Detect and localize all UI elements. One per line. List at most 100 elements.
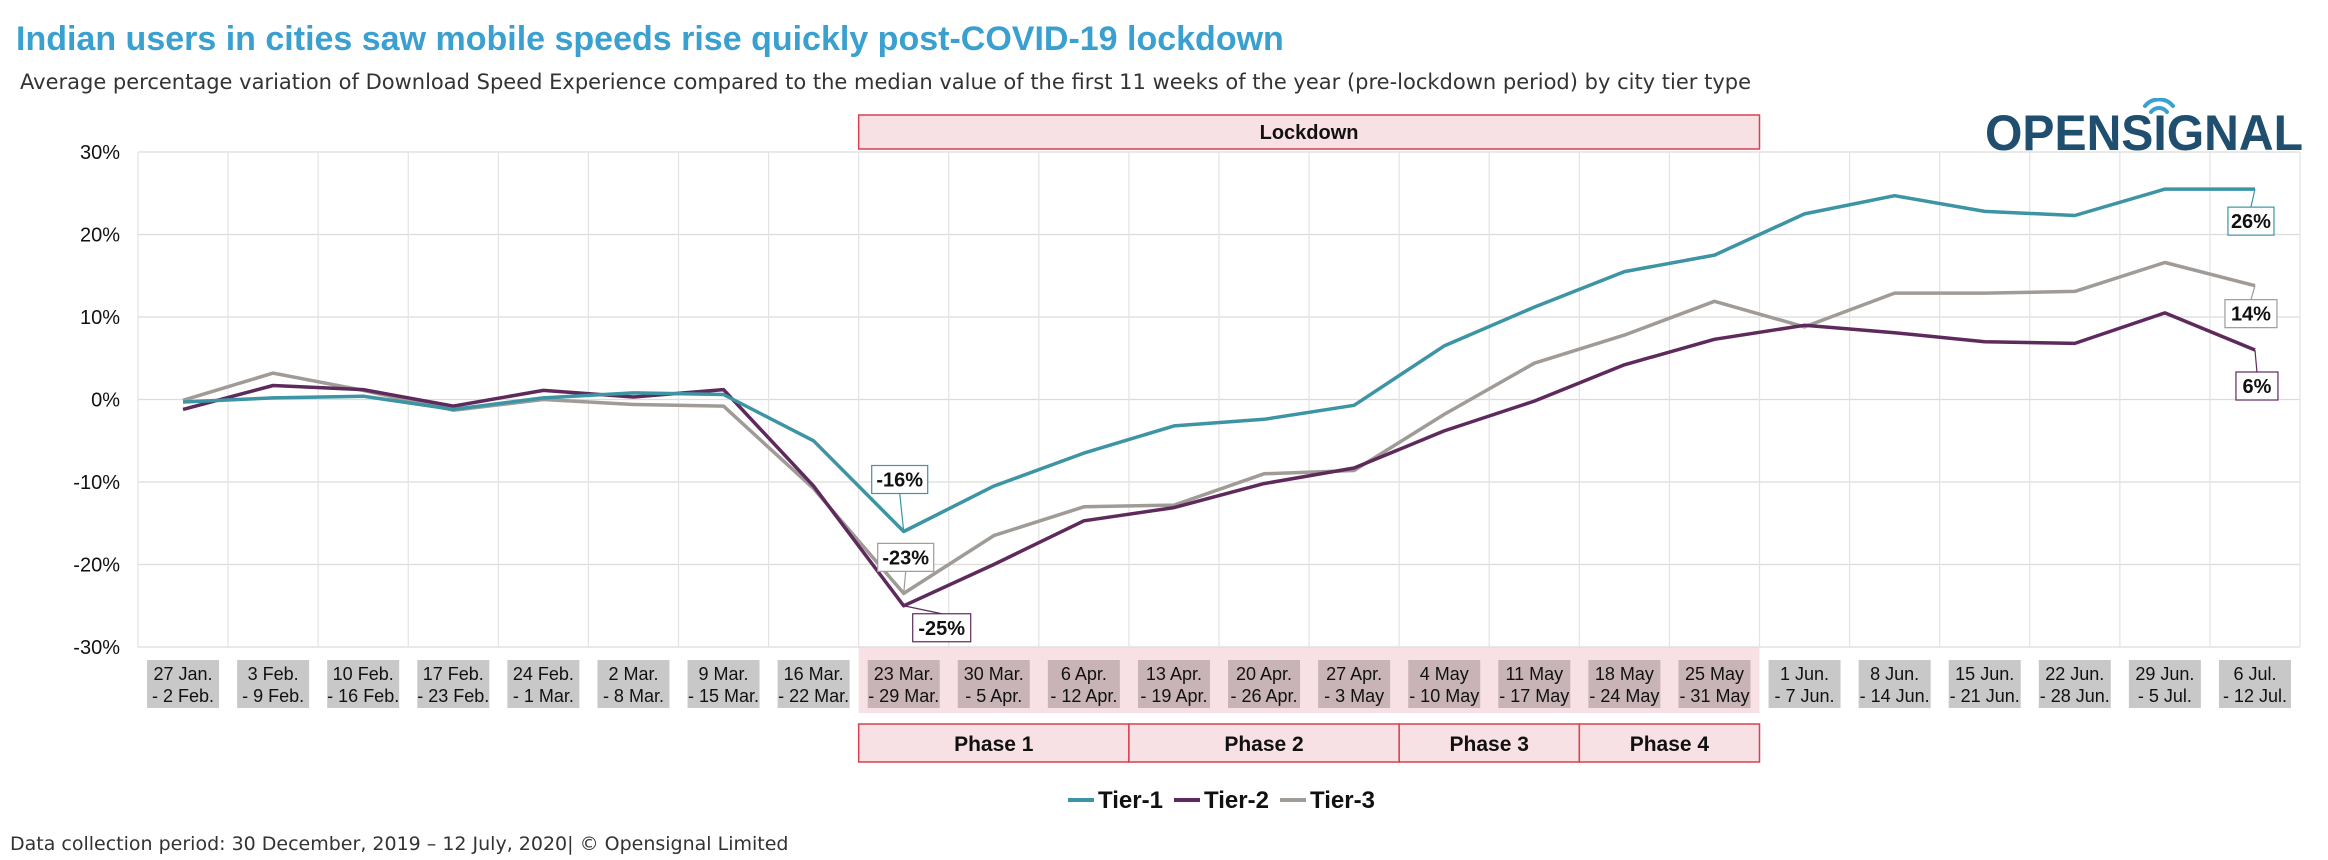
y-tick-label: -20%	[73, 555, 120, 577]
x-tick-label-line1: 17 Feb.	[423, 664, 484, 684]
x-tick-label-bg	[1768, 660, 1841, 708]
x-tick-label-line1: 15 Jun.	[1955, 664, 2014, 684]
phase-boxes: Phase 1 Phase 2 Phase 3 Phase 4	[857, 723, 1761, 763]
x-tick-label-line1: 20 Apr.	[1236, 664, 1292, 684]
phase-label: Phase 4	[1630, 733, 1710, 756]
x-tick-label-line1: 27 Jan.	[154, 664, 213, 684]
x-tick-label-line1: 9 Mar.	[699, 664, 749, 684]
x-tick-label-line1: 30 Mar.	[964, 664, 1024, 684]
phase-label: Phase 2	[1224, 733, 1303, 756]
x-tick-label-bg	[1858, 660, 1931, 708]
x-tick-label-line2: - 9 Feb.	[242, 686, 304, 706]
x-tick-label-line2: - 3 May	[1324, 686, 1384, 706]
x-tick-label-line1: 6 Apr.	[1061, 664, 1107, 684]
x-tick-label-bg	[867, 660, 940, 708]
callout-box	[877, 542, 935, 572]
series-line-tier-2	[182, 311, 2256, 608]
x-tick-label-bg	[1137, 660, 1210, 708]
x-tick-label-line1: 25 May	[1685, 664, 1744, 684]
chart-subtitle: Average percentage variation of Download…	[20, 70, 1751, 94]
callout-pointer	[2250, 285, 2256, 300]
data-label: -25%	[918, 618, 965, 640]
x-tick-label-line2: - 23 Feb.	[417, 686, 489, 706]
x-tick-label-bg	[1047, 660, 1120, 708]
x-tick-label-line2: - 12 Jul.	[2223, 686, 2287, 706]
x-tick-label-line1: 3 Feb.	[248, 664, 299, 684]
chart-legend: Tier-1 Tier-2 Tier-3	[1068, 787, 1375, 814]
footer-note: Data collection period: 30 December, 201…	[10, 833, 789, 855]
x-tick-label-bg	[777, 660, 850, 708]
x-tick-label-line1: 29 Jun.	[2135, 664, 2194, 684]
x-tick-label-line1: 8 Jun.	[1870, 664, 1919, 684]
y-tick-label: 0%	[91, 390, 120, 412]
x-tick-label-line2: - 24 May	[1589, 686, 1659, 706]
x-tick-label-bg	[1588, 660, 1661, 708]
x-tick-label-line1: 4 May	[1420, 664, 1469, 684]
opensignal-logo-text: OPENSIGNAL	[1985, 105, 2303, 156]
x-tick-label-line2: - 8 Mar.	[603, 686, 664, 706]
x-tick-label-bg	[1498, 660, 1571, 708]
x-tick-label-line2: - 7 Jun.	[1775, 686, 1835, 706]
x-tick-label-line2: - 12 Apr.	[1050, 686, 1117, 706]
x-tick-label-line1: 13 Apr.	[1146, 664, 1202, 684]
x-tick-label-line2: - 16 Feb.	[327, 686, 399, 706]
x-tick-label-bg	[1408, 660, 1481, 708]
x-tick-label-line2: - 5 Apr.	[965, 686, 1022, 706]
x-tick-label-line1: 27 Apr.	[1326, 664, 1382, 684]
x-tick-label-bg	[147, 660, 220, 708]
lockdown-banner: Lockdown	[857, 114, 1761, 150]
callout-pointer	[2254, 349, 2258, 373]
x-tick-label-bg	[2218, 660, 2291, 708]
callout-pointer	[899, 493, 905, 532]
x-tick-label-bg	[1318, 660, 1391, 708]
y-axis-tick-labels: -30% -20% -10% 0% 10% 20% 30%	[73, 142, 120, 659]
data-label: 26%	[2231, 211, 2271, 233]
x-tick-label-bg	[687, 660, 760, 708]
x-tick-label-bg	[507, 660, 580, 708]
callout-box	[2224, 299, 2278, 329]
y-tick-label: -10%	[73, 472, 120, 494]
lockdown-banner-box	[857, 114, 1761, 150]
callout-box	[2235, 371, 2279, 401]
x-tick-label-bg	[597, 660, 670, 708]
x-tick-label-line1: 24 Feb.	[513, 664, 574, 684]
x-tick-label-bg	[327, 660, 400, 708]
x-tick-label-line2: - 1 Mar.	[513, 686, 574, 706]
x-tick-label-bg	[1228, 660, 1301, 708]
x-tick-label-line2: - 15 Mar.	[688, 686, 759, 706]
callout-pointer	[903, 571, 907, 594]
callout-box	[2227, 206, 2275, 236]
x-tick-label-line2: - 28 Jun.	[2040, 686, 2110, 706]
data-label: 14%	[2231, 304, 2271, 326]
x-tick-label-line2: - 19 Apr.	[1140, 686, 1207, 706]
series-line-tier-1	[182, 187, 2255, 534]
x-tick-label-line1: 16 Mar.	[784, 664, 844, 684]
x-tick-label-line2: - 21 Jun.	[1950, 686, 2020, 706]
y-tick-label: 30%	[80, 142, 120, 164]
phase-box	[1578, 723, 1761, 763]
x-tick-label-line1: 23 Mar.	[874, 664, 934, 684]
x-tick-label-line1: 11 May	[1505, 664, 1563, 684]
x-tick-label-line1: 1 Jun.	[1780, 664, 1829, 684]
opensignal-logo: OPENSIGNAL	[1985, 98, 2303, 156]
x-tick-label-line2: - 22 Mar.	[778, 686, 849, 706]
data-label: -23%	[882, 547, 929, 569]
legend-label-tier-2: Tier-2	[1204, 787, 1269, 814]
x-tick-label-line2: - 14 Jun.	[1860, 686, 1930, 706]
series-lines	[182, 187, 2256, 608]
legend-label-tier-3: Tier-3	[1310, 787, 1375, 814]
x-tick-label-line2: - 29 Mar.	[868, 686, 939, 706]
x-tick-label-bg	[237, 660, 310, 708]
x-tick-label-bg	[2038, 660, 2111, 708]
x-tick-label-bg	[2128, 660, 2201, 708]
signal-waves-icon	[2143, 98, 2175, 114]
phase-box	[1398, 723, 1581, 763]
x-axis-tick-labels: 27 Jan.- 2 Feb. 3 Feb.- 9 Feb. 10 Feb.- 16…	[147, 660, 2291, 708]
phase-label: Phase 1	[954, 733, 1034, 756]
y-tick-label: -30%	[73, 637, 120, 659]
x-tick-label-line1: 2 Mar.	[608, 664, 658, 684]
x-tick-label-bg	[1948, 660, 2021, 708]
callout-pointer	[903, 605, 942, 615]
y-tick-label: 10%	[80, 307, 120, 329]
